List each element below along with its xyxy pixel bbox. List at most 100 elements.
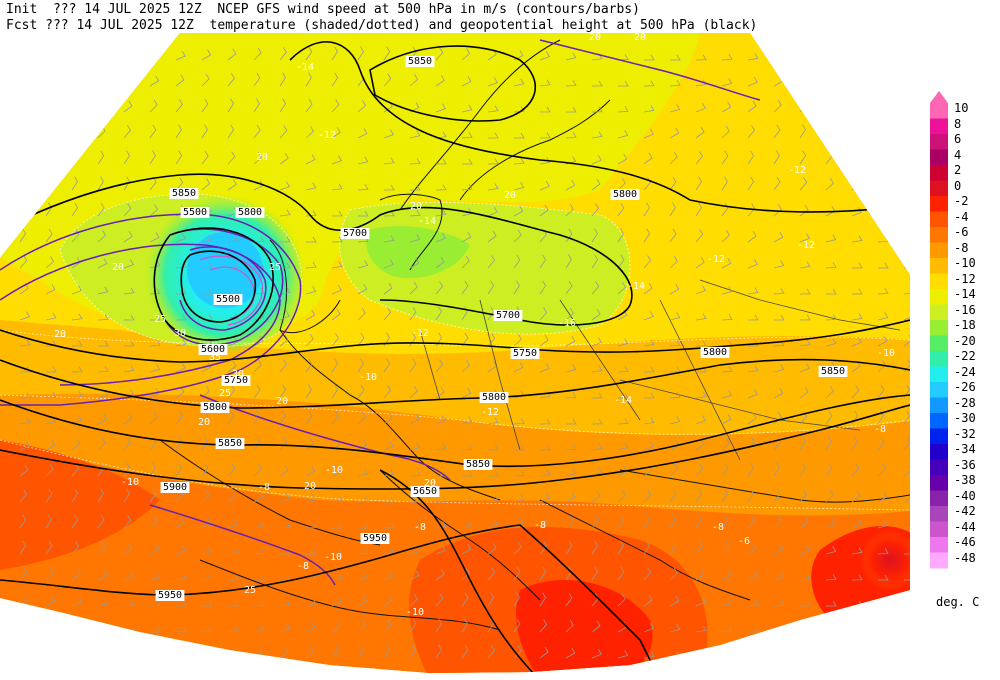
wind-barb [305,236,317,243]
wind-barb [175,288,187,295]
wind-barb [383,184,395,191]
wind-barb [799,386,809,399]
wind-barb [357,572,369,581]
wind-barb [45,439,56,451]
wind-barb [45,488,53,503]
wind-barb [513,645,522,659]
wind-barb [227,179,237,191]
wind-barb [409,386,418,399]
wind-barb [227,235,239,243]
wind-barb [305,522,317,529]
wind-barb [877,180,888,191]
wind-barb [487,132,499,139]
wind-barb [825,626,837,633]
wind-barb [253,335,264,347]
wind-barb [617,153,628,165]
wind-barb [747,230,757,243]
wind-barb [331,522,343,529]
wind-barb [591,155,602,165]
height-contour-label: 5700 [496,310,520,321]
wind-barb [487,592,495,607]
temperature-contour-label: -10 [877,348,895,359]
header-line-init: Init ??? 14 JUL 2025 12Z NCEP GFS wind s… [6,2,640,17]
wind-barb [643,282,653,295]
wind-barb [383,441,394,451]
wind-barb [591,254,599,269]
temperature-contour-label: -10 [325,465,343,476]
wind-barb [591,337,602,347]
colorbar-swatch [930,304,948,321]
wind-barb [591,515,600,529]
wind-barb [513,362,524,373]
wind-barb [19,540,27,555]
height-contour-label-background [479,392,509,403]
wind-barb [123,462,130,477]
wind-barb [201,546,213,555]
wind-barb [565,254,572,269]
height-contour-label-background [463,459,493,470]
wind-barb [97,230,107,243]
wind-barb [383,594,393,607]
wind-barb [305,72,312,87]
height-contour-label-background [215,438,245,449]
wind-barb [45,366,57,373]
height-contour-label: 5800 [703,347,727,358]
wind-barb [149,544,160,555]
wind-barb [825,262,837,269]
wind-barb [487,280,494,295]
wind-barb [669,256,678,269]
wind-barb [877,288,889,295]
wind-barb [617,202,625,217]
wind-barb [123,203,132,217]
wind-barb [643,392,655,399]
wind-barb [825,338,837,347]
wind-barb [279,334,289,347]
height-contour-label-background [235,207,265,218]
temperature-contour-label: -14 [418,216,436,227]
height-contour-label: 5500 [216,294,240,305]
colorbar-level-label: -12 [954,271,976,286]
wind-barb [175,651,187,659]
wind-barb [851,519,862,529]
wind-barb [539,469,551,477]
wind-barb [383,129,395,139]
wind-barb [825,234,837,243]
wind-barb [903,152,910,165]
wind-barb [487,333,496,347]
wind-barb [201,626,213,633]
colorbar-level-label: 0 [954,178,962,193]
wind-barb [565,132,577,139]
wind-barb [19,255,28,269]
wind-barb [305,309,316,321]
wind-barb [331,285,342,295]
wind-barb [877,624,889,633]
wind-barb [695,568,705,581]
wind-barb [773,260,785,269]
wind-barb [513,132,525,139]
wind-barb [149,364,161,373]
wind-barb [45,596,56,607]
wind-barb [721,598,733,607]
wind-barb [97,77,109,87]
wind-barb [825,314,837,321]
height-contour-label-background [493,310,523,321]
height-contour-label-background [180,207,210,218]
wind-barb [851,463,860,477]
wind-barb [487,77,499,87]
wind-barb [305,333,314,347]
wind-barb [123,515,132,529]
wind-barb [331,127,341,139]
colorbar-level-label: 2 [954,163,962,177]
wind-barb [903,647,910,659]
wind-barb [565,392,577,399]
wind-barb [747,340,759,347]
wind-barb [799,626,811,633]
wind-barb [695,415,706,425]
wind-barb [123,488,131,503]
wind-barb [97,101,108,113]
wind-barb [721,230,730,243]
wind-barb [617,228,624,243]
wind-barb [435,443,447,451]
temperature-contour-label: -8 [712,522,724,533]
wind-barb [903,437,910,451]
